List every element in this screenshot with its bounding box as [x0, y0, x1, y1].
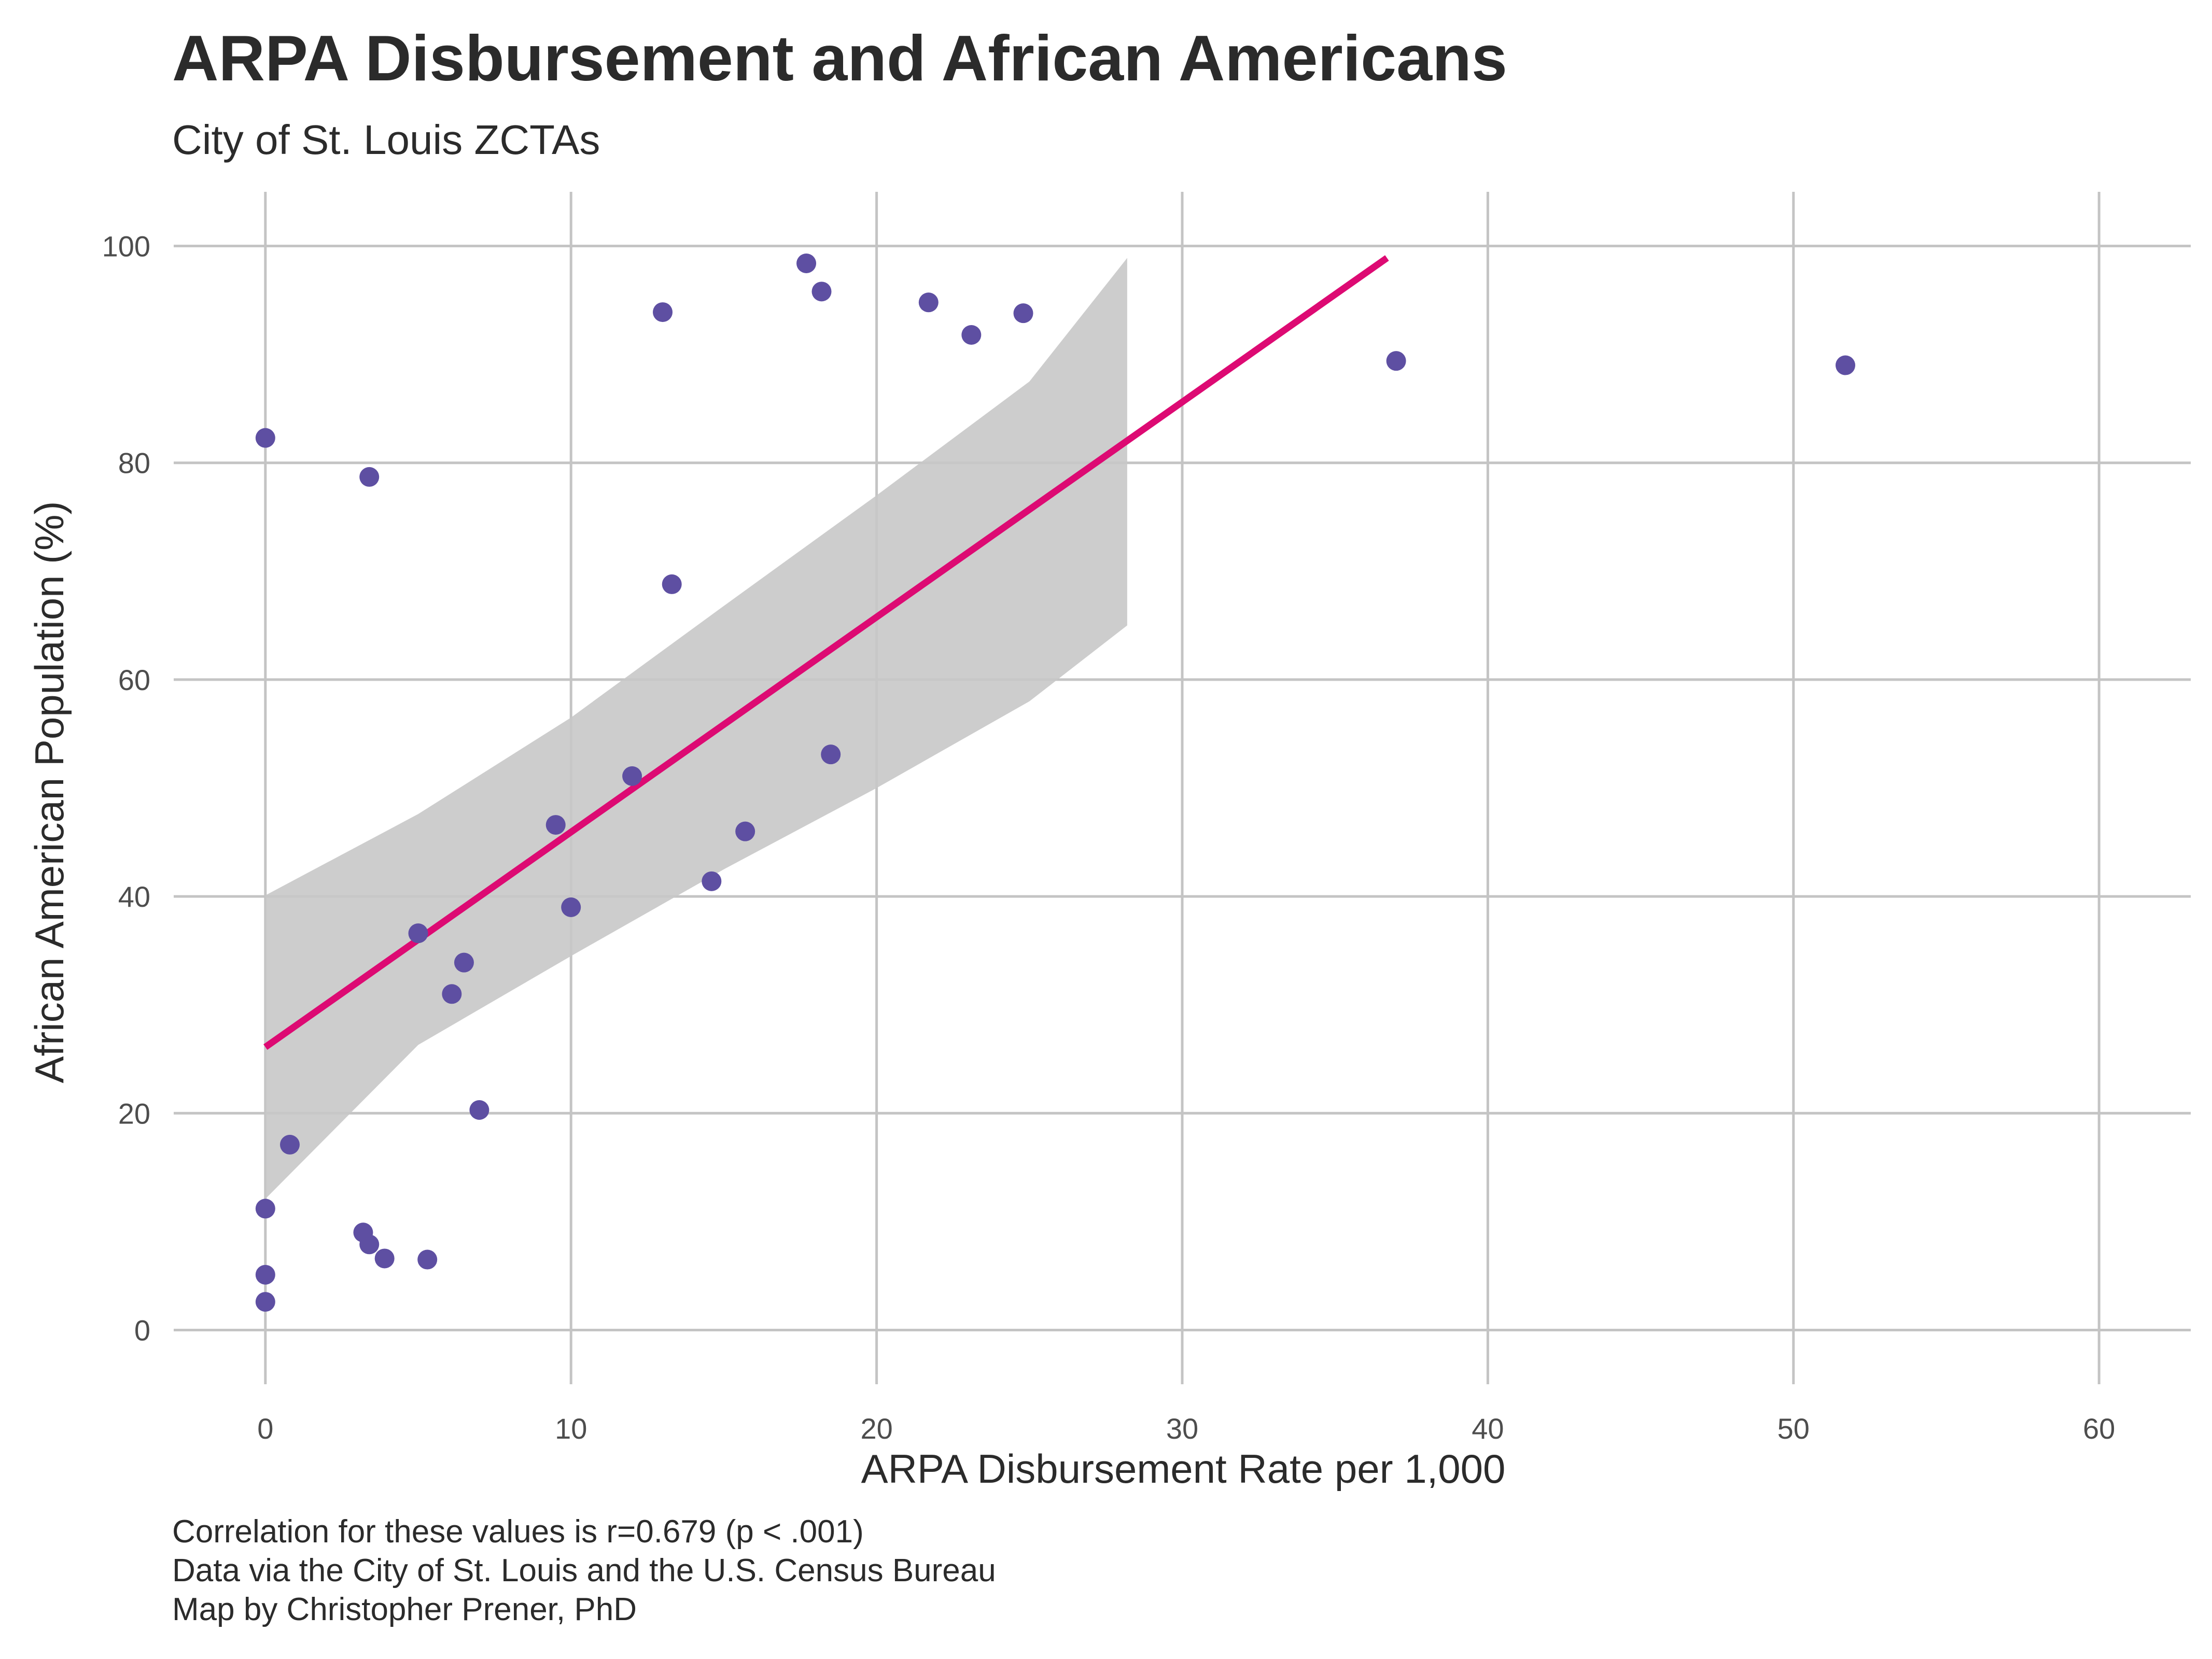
- data-point: [255, 1292, 275, 1312]
- grid-lines: [174, 192, 2191, 1384]
- data-points: [255, 254, 1855, 1312]
- confidence-band: [265, 258, 1127, 1199]
- data-point: [279, 1134, 300, 1155]
- y-tick-label: 80: [118, 447, 150, 480]
- data-point: [702, 871, 722, 891]
- data-point: [408, 923, 428, 944]
- data-point: [796, 254, 817, 273]
- x-tick-label: 50: [1777, 1412, 1810, 1445]
- x-tick-label: 30: [1166, 1412, 1198, 1445]
- data-point: [961, 325, 982, 345]
- x-axis-title: ARPA Disbursement Rate per 1,000: [861, 1446, 1506, 1492]
- x-tick-label: 0: [257, 1412, 273, 1445]
- confidence-band-layer: [265, 258, 1127, 1199]
- data-point: [417, 1249, 438, 1270]
- caption-author: Map by Christopher Prener, PhD: [172, 1592, 637, 1627]
- data-point: [662, 574, 682, 594]
- y-tick-label: 40: [118, 880, 150, 913]
- y-tick-label: 100: [102, 230, 150, 263]
- data-point: [255, 428, 275, 448]
- data-point: [255, 1199, 275, 1219]
- caption-data-source: Data via the City of St. Louis and the U…: [172, 1553, 996, 1588]
- chart-subtitle: City of St. Louis ZCTAs: [172, 117, 600, 163]
- data-point: [359, 1234, 380, 1255]
- x-tick-label: 10: [555, 1412, 587, 1445]
- chart-title: ARPA Disbursement and African Americans: [172, 23, 1507, 94]
- data-point: [442, 984, 462, 1004]
- data-point: [545, 815, 566, 835]
- data-point: [255, 1264, 275, 1285]
- axis-ticks: 0 10 20 30 40 50 60 0 20 40 60 80 100: [102, 230, 2116, 1445]
- data-point: [1835, 355, 1855, 375]
- data-point: [653, 302, 673, 322]
- data-point: [561, 897, 581, 917]
- y-axis-title: African American Population (%): [26, 501, 72, 1084]
- y-tick-label: 0: [134, 1314, 150, 1346]
- data-point: [1386, 351, 1406, 371]
- regression-line: [263, 255, 1389, 1050]
- data-point: [811, 282, 832, 302]
- caption-correlation: Correlation for these values is r=0.679 …: [172, 1514, 864, 1550]
- x-tick-label: 20: [860, 1412, 892, 1445]
- data-point: [454, 952, 474, 973]
- data-point: [374, 1248, 395, 1269]
- data-point: [735, 821, 755, 841]
- data-point: [622, 766, 642, 786]
- scatter-chart: 0 10 20 30 40 50 60 0 20 40 60 80 100 ARPA Disbursem…: [26, 192, 2191, 1492]
- y-tick-label: 20: [118, 1097, 150, 1130]
- y-tick-label: 60: [118, 664, 150, 696]
- data-point: [469, 1100, 489, 1120]
- data-point: [821, 744, 841, 765]
- x-tick-label: 60: [2083, 1412, 2115, 1445]
- fit-line-layer: [263, 255, 1389, 1050]
- data-point: [359, 467, 380, 487]
- data-point: [1013, 303, 1033, 324]
- data-point: [918, 292, 939, 313]
- x-tick-label: 40: [1472, 1412, 1504, 1445]
